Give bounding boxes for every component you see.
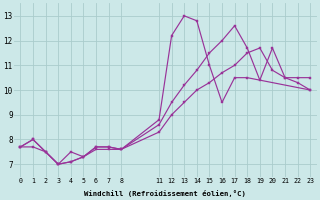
X-axis label: Windchill (Refroidissement éolien,°C): Windchill (Refroidissement éolien,°C): [84, 190, 246, 197]
